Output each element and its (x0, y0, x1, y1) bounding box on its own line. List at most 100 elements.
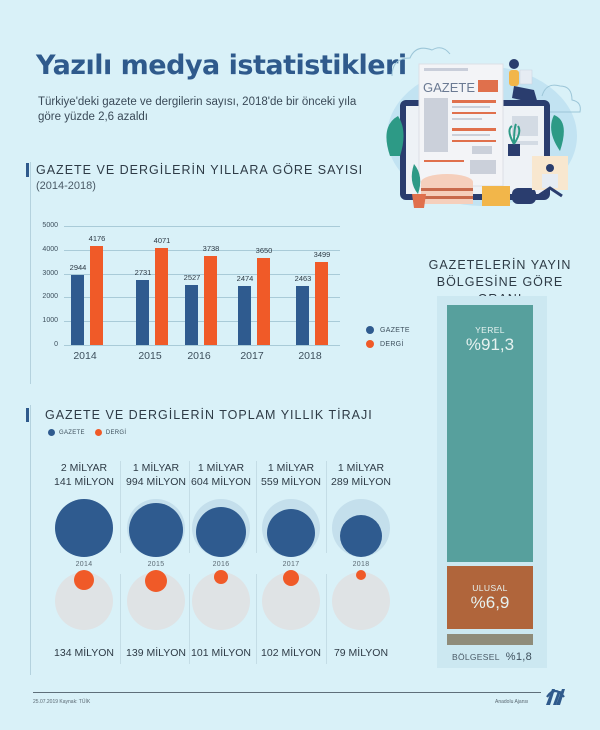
y-tick: 1000 (42, 317, 58, 324)
count-section-title: GAZETE VE DERGİLERİN YILLARA GÖRE SAYISI (36, 163, 364, 177)
dergi-bubble (214, 570, 228, 584)
bar-gazete (238, 286, 251, 345)
segment-yerel: YEREL %91,3 (447, 305, 533, 562)
bar-value-label: 2474 (236, 274, 254, 284)
x-tick-label: 2016 (187, 350, 211, 362)
gazete-circulation-label: 1 MİLYAR 289 MİLYON (331, 462, 391, 488)
segment-ulusal: ULUSAL %6,9 (447, 566, 533, 629)
dergi-circulation-label: 102 MİLYON (261, 647, 321, 659)
bolgesel-label: BÖLGESEL %1,8 (451, 651, 533, 663)
bar-value-label: 3650 (255, 246, 273, 256)
aa-logo-icon (544, 685, 566, 707)
y-tick: 2000 (42, 293, 58, 300)
column-separator (326, 461, 327, 553)
gridline (64, 226, 340, 227)
column-separator (120, 574, 121, 664)
dergi-bubble (145, 570, 167, 592)
bubble-year-label: 2014 (75, 561, 93, 568)
bar-value-label: 2463 (294, 274, 312, 284)
column-separator (188, 574, 190, 664)
x-axis (64, 345, 340, 346)
column-separator (326, 574, 327, 664)
count-legend: GAZETE DERGİ (366, 326, 410, 348)
dergi-circulation-label: 139 MİLYON (126, 647, 186, 659)
page-title: Yazılı medya istatistikleri (36, 50, 407, 81)
gazete-bubble (196, 507, 246, 557)
dergi-circulation-label: 79 MİLYON (333, 647, 389, 659)
x-tick-label: 2017 (240, 350, 264, 362)
count-section-subtitle: (2014-2018) (36, 180, 96, 192)
page-subtitle: Türkiye'deki gazete ve dergilerin sayısı… (38, 96, 357, 123)
legend-dot-gazete (366, 326, 374, 334)
dergi-circulation-label: 134 MİLYON (54, 647, 114, 659)
bar-value-label: 2731 (134, 268, 152, 277)
gazete-bubble (267, 509, 315, 557)
x-tick-label: 2015 (138, 350, 162, 362)
bar-value-label: 4176 (88, 233, 106, 243)
gazete-circulation-label: 1 MİLYAR 559 MİLYON (261, 462, 321, 488)
bar-value-label: 3499 (313, 249, 331, 259)
gazete-bubble (129, 503, 183, 557)
stacked-bar: YEREL %91,3 ULUSAL %6,9 BÖLGESEL %1,8 (437, 296, 547, 668)
gridline (64, 274, 340, 275)
legend-gazete: GAZETE (48, 429, 85, 436)
section-marker (26, 163, 29, 177)
y-tick: 0 (54, 341, 58, 348)
dergi-bubble (283, 570, 299, 586)
gazete-circulation-label: 1 MİLYAR 604 MİLYON (191, 462, 251, 488)
region-section-title: GAZETELERİN YAYIN BÖLGESİNE GÖRE ORANI (428, 258, 572, 306)
left-divider (30, 162, 31, 384)
bar-value-label: 3738 (202, 244, 220, 254)
dergi-circulation-label: 101 MİLYON (191, 647, 251, 659)
bar-gazete (71, 274, 84, 345)
legend-dergi: DERGİ (94, 429, 127, 436)
footer-divider (33, 692, 541, 693)
bar-dergi (90, 245, 103, 345)
column-separator (256, 461, 257, 553)
y-tick: 5000 (42, 222, 58, 229)
column-separator (256, 574, 257, 664)
gazete-label: GAZETE (423, 80, 475, 95)
bar-gazete (136, 280, 149, 345)
column-separator (120, 461, 121, 553)
gazete-circulation-label: 2 MİLYAR 141 MİLYON (54, 462, 114, 488)
dergi-bubble (356, 570, 366, 580)
dergi-bubble (74, 570, 94, 590)
circulation-legend: GAZETE DERGİ (48, 429, 126, 436)
left-divider-2 (30, 405, 31, 675)
footer-source: 25.07.2019 Kaynak: TÜİK (33, 699, 91, 705)
bubble-year-label: 2018 (352, 561, 370, 568)
legend-dergi: DERGİ (366, 340, 410, 348)
bar-gazete (296, 286, 309, 345)
bar-chart: 5000 4000 3000 2000 1000 0 2944 4176 2014 2… (42, 222, 340, 362)
segment-bolgesel (447, 634, 533, 645)
bar-gazete (185, 284, 198, 345)
circulation-section-title: GAZETE VE DERGİLERİN TOPLAM YILLIK TİRAJ… (45, 408, 373, 422)
bar-value-label: 2527 (183, 272, 201, 282)
y-tick: 3000 (42, 270, 58, 277)
bar-dergi (315, 261, 328, 345)
gridline (64, 321, 340, 322)
gridline (64, 297, 340, 298)
newspaper-reading-illustration: GAZETE (372, 36, 588, 216)
dergi-bubble-bg (332, 572, 390, 630)
y-tick: 4000 (42, 246, 58, 253)
legend-dot-dergi (94, 429, 102, 436)
bar-dergi (257, 258, 270, 345)
x-tick-label: 2018 (298, 350, 322, 362)
bar-value-label: 4071 (153, 236, 171, 246)
bar-dergi (155, 248, 168, 345)
bubble-year-label: 2016 (212, 561, 230, 568)
section-marker (26, 408, 29, 422)
gazete-bubble (340, 515, 382, 557)
bubble-year-label: 2017 (282, 561, 300, 568)
legend-gazete: GAZETE (366, 326, 410, 334)
legend-dot-dergi (366, 340, 374, 348)
column-separator (188, 461, 190, 553)
bar-dergi (204, 256, 217, 345)
gazete-circulation-label: 1 MİLYAR 994 MİLYON (126, 462, 186, 488)
x-tick-label: 2014 (73, 350, 97, 362)
gazete-bubble (55, 499, 113, 557)
footer-agency: Anadolu Ajansı (495, 699, 529, 705)
bar-value-label: 2944 (69, 262, 87, 272)
